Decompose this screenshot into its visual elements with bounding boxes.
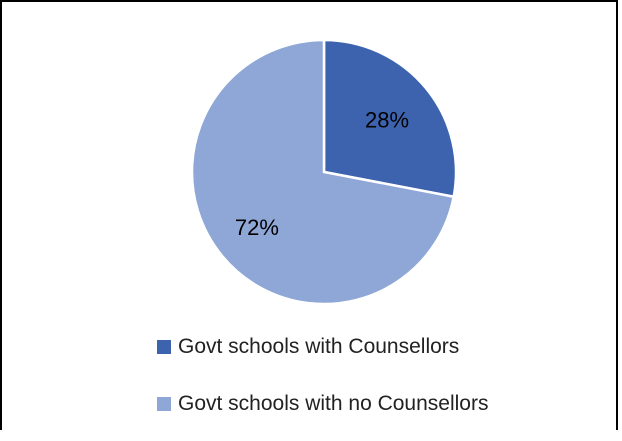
legend: Govt schools with Counsellors Govt schoo… <box>157 327 488 441</box>
pie-chart: 28% 72% <box>190 38 458 306</box>
legend-label-with-counsellors: Govt schools with Counsellors <box>178 335 460 358</box>
slice-label-no-counsellors: 72% <box>235 215 279 240</box>
legend-item-with-counsellors: Govt schools with Counsellors <box>157 327 488 367</box>
slice-label-with-counsellors: 28% <box>365 107 409 132</box>
legend-label-no-counsellors: Govt schools with no Counsellors <box>178 392 489 415</box>
slice-no-counsellors <box>190 38 456 306</box>
legend-swatch-with-counsellors <box>157 340 171 354</box>
legend-swatch-no-counsellors <box>157 397 171 411</box>
slice-with-counsellors <box>322 38 458 199</box>
legend-item-no-counsellors: Govt schools with no Counsellors <box>157 384 488 424</box>
chart-frame: 28% 72% Govt schools with Counsellors Gov… <box>0 0 618 430</box>
